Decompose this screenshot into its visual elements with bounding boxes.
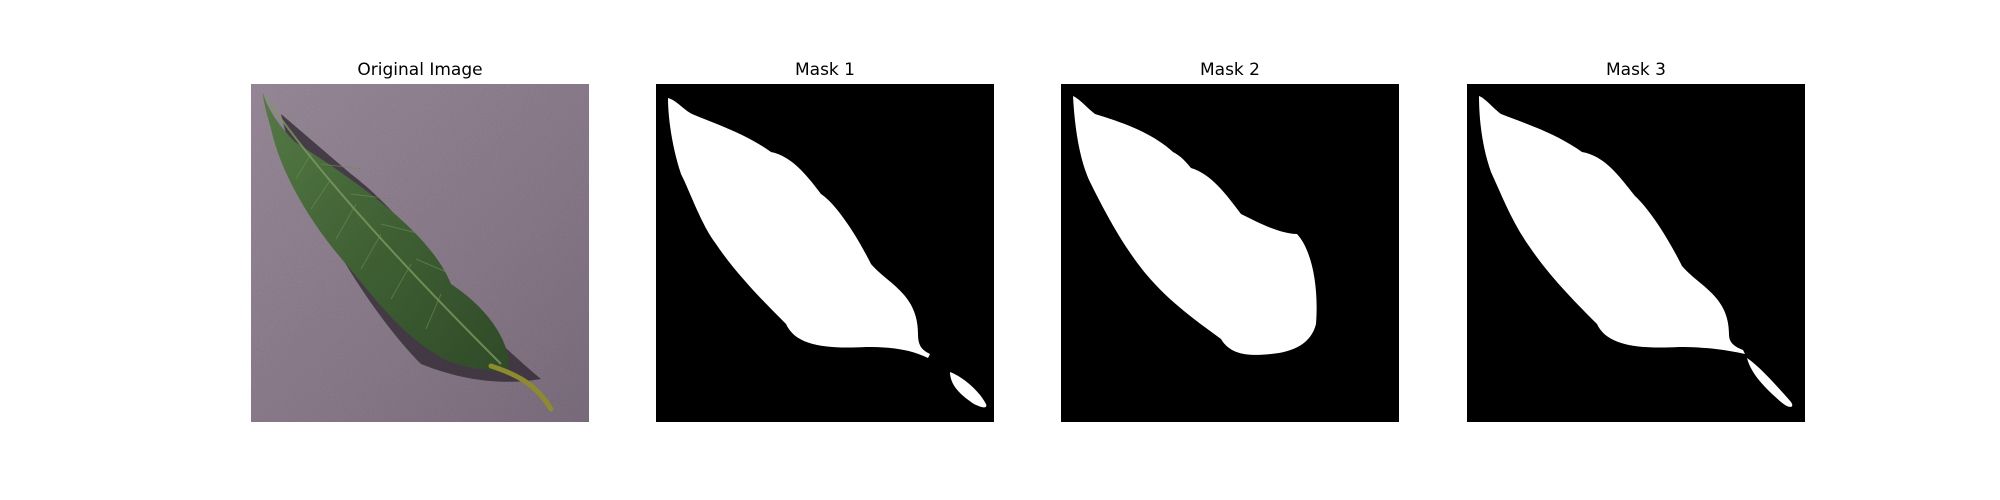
mask-1-image <box>656 84 994 422</box>
mask-stem-region <box>1747 358 1793 407</box>
mask-3-image <box>1467 84 1805 422</box>
mask-leaf-region <box>1073 96 1317 355</box>
mask-leaf-region <box>668 98 930 358</box>
mask-leaf-region <box>1479 96 1745 354</box>
original-image-panel: Original Image <box>251 60 589 424</box>
leaf-blade <box>263 92 509 372</box>
panel-title: Original Image <box>357 60 483 80</box>
mask-3-panel: Mask 3 <box>1467 60 1805 424</box>
leaf-stem <box>488 363 554 412</box>
mask-3-svg <box>1467 84 1805 422</box>
mask-2-panel: Mask 2 <box>1061 60 1399 424</box>
panel-title: Mask 3 <box>1605 60 1666 80</box>
panel-title: Mask 2 <box>1199 60 1260 80</box>
mask-2-image <box>1061 84 1399 422</box>
mask-1-svg <box>656 84 994 422</box>
panel-title: Mask 1 <box>794 60 855 80</box>
mask-2-svg <box>1061 84 1399 422</box>
original-image <box>251 84 589 422</box>
leaf-veins <box>295 153 452 330</box>
leaf-midrib <box>264 95 502 365</box>
leaf-photo <box>251 84 589 422</box>
mask-stem-region <box>950 372 987 408</box>
mask-1-panel: Mask 1 <box>656 60 994 424</box>
